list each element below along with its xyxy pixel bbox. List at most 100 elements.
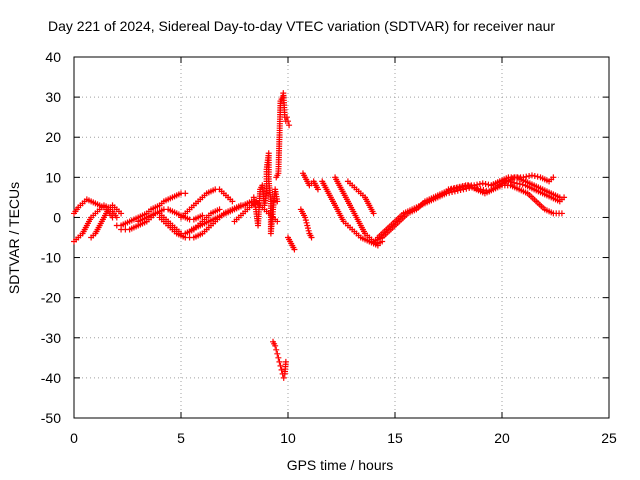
data-point <box>302 214 309 221</box>
data-point <box>451 188 458 195</box>
series-arc-t <box>488 174 563 201</box>
series-arc-j <box>231 198 281 225</box>
data-point <box>479 180 486 187</box>
x-tick-label: 20 <box>494 430 510 446</box>
data-point <box>370 210 377 217</box>
grid <box>74 57 609 418</box>
data-point <box>182 190 189 197</box>
data-point <box>443 190 450 197</box>
data-point <box>513 180 520 187</box>
data-point <box>278 366 285 373</box>
tick-labels: 0 5 10 15 20 25 -50 -40 -30 -20 -10 0 10 20 30 40 <box>41 49 617 446</box>
data-point <box>528 172 535 179</box>
chart-title: Day 221 of 2024, Sidereal Day-to-day VTE… <box>48 18 555 34</box>
data-point <box>474 185 481 192</box>
data-point <box>282 358 289 365</box>
y-tick-label: 30 <box>45 89 61 105</box>
data-point <box>531 172 538 179</box>
data-point <box>454 187 461 194</box>
data-point <box>274 218 281 225</box>
series-arc-r <box>374 172 557 241</box>
data-point <box>113 214 120 221</box>
data-point <box>516 181 523 188</box>
series-arc-i <box>188 198 255 233</box>
series-burst-9h <box>250 150 281 237</box>
series-arc-d <box>113 190 189 229</box>
data-point <box>229 198 236 205</box>
data-point <box>556 194 563 201</box>
data-point <box>286 122 293 129</box>
y-tick-label: 0 <box>53 209 61 225</box>
data-point <box>534 173 541 180</box>
data-point <box>460 186 467 193</box>
data-point <box>308 234 315 241</box>
x-axis-title: GPS time / hours <box>287 457 394 473</box>
y-tick-label: -10 <box>41 250 61 266</box>
data-point <box>304 222 311 229</box>
data-point <box>477 186 484 193</box>
data-point <box>483 187 490 194</box>
data-point <box>285 118 291 125</box>
data-point <box>449 189 456 196</box>
data-point <box>304 225 311 232</box>
y-tick-label: -30 <box>41 330 61 346</box>
data-point <box>519 181 526 188</box>
data-point <box>526 172 533 179</box>
x-tick-label: 5 <box>177 430 185 446</box>
data-point <box>280 374 287 381</box>
data-point <box>459 183 466 190</box>
axis-ticks <box>73 56 610 419</box>
data-point <box>274 350 281 357</box>
series-arc-p <box>344 178 377 217</box>
plot-frame <box>73 56 610 419</box>
series-arc-l <box>297 206 315 241</box>
series-arc-c <box>88 202 125 241</box>
data-point <box>272 342 279 349</box>
data-point <box>550 174 557 181</box>
data-point <box>283 114 290 121</box>
data-point <box>446 189 453 196</box>
data-point <box>445 186 452 193</box>
data-point <box>216 206 223 213</box>
data-point <box>305 227 312 234</box>
series-spike-low <box>270 338 289 381</box>
x-tick-label: 10 <box>280 430 296 446</box>
data-point <box>511 179 518 186</box>
x-tick-label: 15 <box>387 430 403 446</box>
data-point <box>558 210 565 217</box>
data-point <box>523 173 530 180</box>
data-point <box>476 181 483 188</box>
data-point <box>457 187 464 194</box>
data-point <box>302 217 309 224</box>
data-point <box>275 354 282 361</box>
data-point <box>314 186 321 193</box>
data-point <box>480 187 487 194</box>
y-tick-label: -40 <box>41 370 61 386</box>
y-tick-label: 20 <box>45 129 61 145</box>
data-point <box>273 346 280 353</box>
data-marks <box>71 90 568 381</box>
y-axis-title: SDTVAR / TECUs <box>6 182 22 294</box>
data-point <box>274 198 281 205</box>
y-tick-label: -50 <box>41 410 61 426</box>
data-point <box>448 185 455 192</box>
x-tick-label: 0 <box>70 430 78 446</box>
data-point <box>474 181 481 188</box>
data-point <box>199 212 206 219</box>
data-point <box>471 182 478 189</box>
data-point <box>277 362 284 369</box>
data-point <box>451 185 458 192</box>
series-arc-k <box>285 234 298 253</box>
data-point <box>276 358 283 365</box>
data-point <box>482 181 489 188</box>
series-arc-h <box>178 186 236 221</box>
data-point <box>456 183 463 190</box>
data-point <box>291 246 298 253</box>
series-spike-high <box>273 90 293 181</box>
data-point <box>118 210 125 217</box>
y-tick-label: 10 <box>45 169 61 185</box>
x-tick-label: 25 <box>601 430 617 446</box>
y-tick-label: 40 <box>45 49 61 65</box>
data-point <box>303 219 310 226</box>
